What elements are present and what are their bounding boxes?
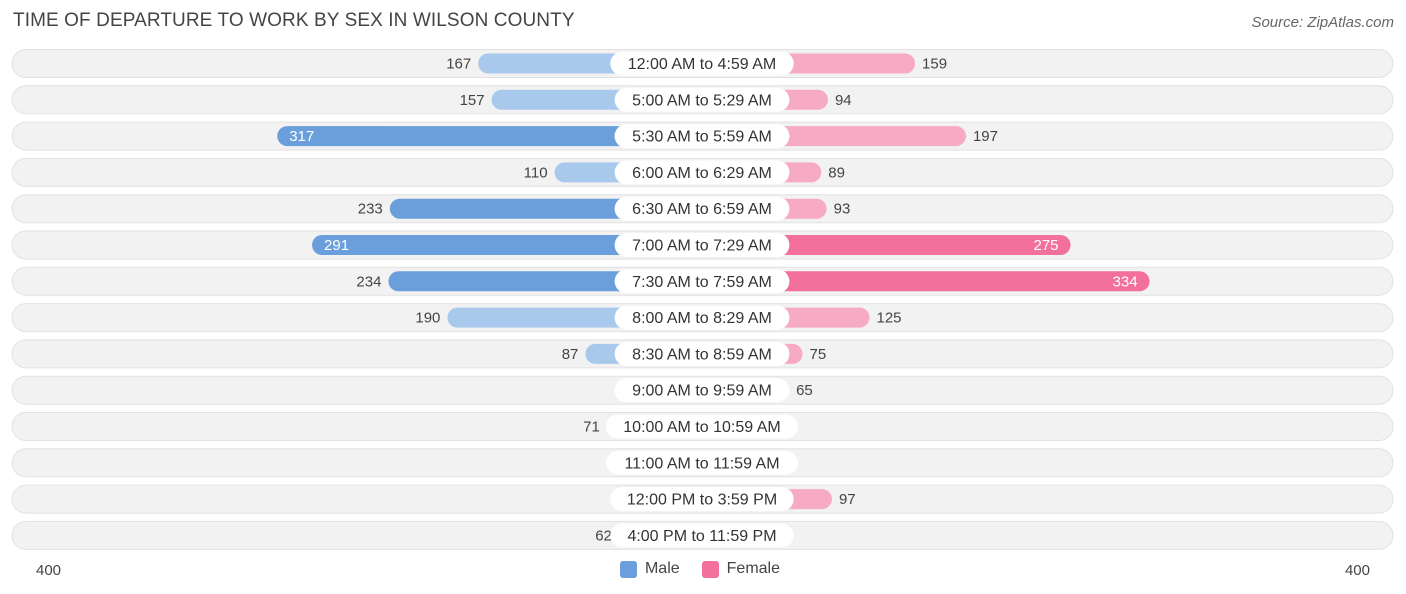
category-label: 8:00 AM to 8:29 AM (632, 310, 772, 327)
value-label-male: 317 (289, 128, 314, 145)
axis-left-max-label: 400 (36, 562, 62, 579)
category-label-bg (614, 160, 790, 185)
category-label-bg (614, 196, 790, 221)
category-label-bg (614, 124, 790, 149)
chart-source: Source: ZipAtlas.com (1251, 14, 1394, 31)
value-label-female: 75 (810, 346, 827, 363)
value-label-female: 94 (835, 92, 852, 109)
value-label-male: 234 (356, 273, 381, 290)
category-label-bg (614, 269, 790, 294)
legend-label-male: Male (644, 560, 680, 577)
category-label-bg (614, 378, 790, 403)
legend-item-male[interactable]: Male (619, 560, 680, 578)
axis-right-max-label: 400 (1344, 562, 1370, 579)
category-label-bg (614, 341, 790, 366)
category-label-bg (614, 305, 790, 330)
value-label-male: 167 (446, 56, 471, 73)
category-label-bg (606, 450, 798, 475)
legend-swatch-male (619, 560, 637, 578)
value-label-female: 334 (1113, 273, 1138, 290)
value-label-female: 97 (839, 491, 856, 508)
value-label-female: 89 (828, 164, 845, 181)
value-label-female: 65 (796, 382, 813, 399)
category-label: 5:30 AM to 5:59 AM (632, 129, 772, 146)
legend-swatch-female (701, 560, 719, 578)
value-label-male: 87 (562, 346, 579, 363)
value-label-male: 291 (324, 237, 349, 254)
category-label: 4:00 PM to 11:59 PM (627, 528, 776, 545)
bar-female (702, 235, 1071, 255)
value-label-female: 93 (834, 201, 851, 218)
category-label-bg (606, 414, 798, 439)
category-label: 6:00 AM to 6:29 AM (632, 165, 772, 182)
category-label-bg (610, 523, 794, 548)
value-label-male: 157 (460, 92, 485, 109)
chart-title: TIME OF DEPARTURE TO WORK BY SEX IN WILS… (13, 10, 575, 31)
category-label: 8:30 AM to 8:59 AM (632, 346, 772, 363)
category-label: 7:00 AM to 7:29 AM (632, 238, 772, 255)
category-label-bg (610, 51, 794, 76)
bar-female (702, 271, 1150, 292)
category-label: 10:00 AM to 10:59 AM (623, 419, 780, 436)
value-label-female: 125 (877, 310, 902, 327)
value-label-male: 110 (524, 164, 548, 181)
value-label-female: 159 (922, 56, 947, 73)
category-label: 9:00 AM to 9:59 AM (632, 383, 772, 400)
value-label-female: 197 (973, 128, 998, 145)
legend-item-female[interactable]: Female (701, 560, 781, 578)
category-label: 6:30 AM to 6:59 AM (632, 201, 772, 218)
legend-label-female: Female (726, 560, 781, 577)
category-label: 12:00 PM to 3:59 PM (627, 492, 777, 509)
bar-male (277, 126, 702, 147)
value-label-male: 71 (583, 419, 600, 436)
category-label: 12:00 AM to 4:59 AM (628, 56, 777, 73)
legend: Male Female (0, 560, 1400, 578)
value-label-male: 62 (595, 527, 612, 544)
category-label-bg (614, 233, 790, 257)
category-label: 11:00 AM to 11:59 AM (624, 455, 779, 472)
category-label: 5:00 AM to 5:29 AM (632, 92, 772, 109)
category-label-bg (614, 87, 790, 112)
category-label-bg (610, 487, 794, 512)
value-label-male: 233 (358, 201, 383, 218)
category-label: 7:30 AM to 7:59 AM (632, 274, 772, 291)
value-label-female: 275 (1033, 237, 1058, 254)
value-label-male: 190 (415, 310, 440, 327)
bar-male (312, 235, 702, 255)
